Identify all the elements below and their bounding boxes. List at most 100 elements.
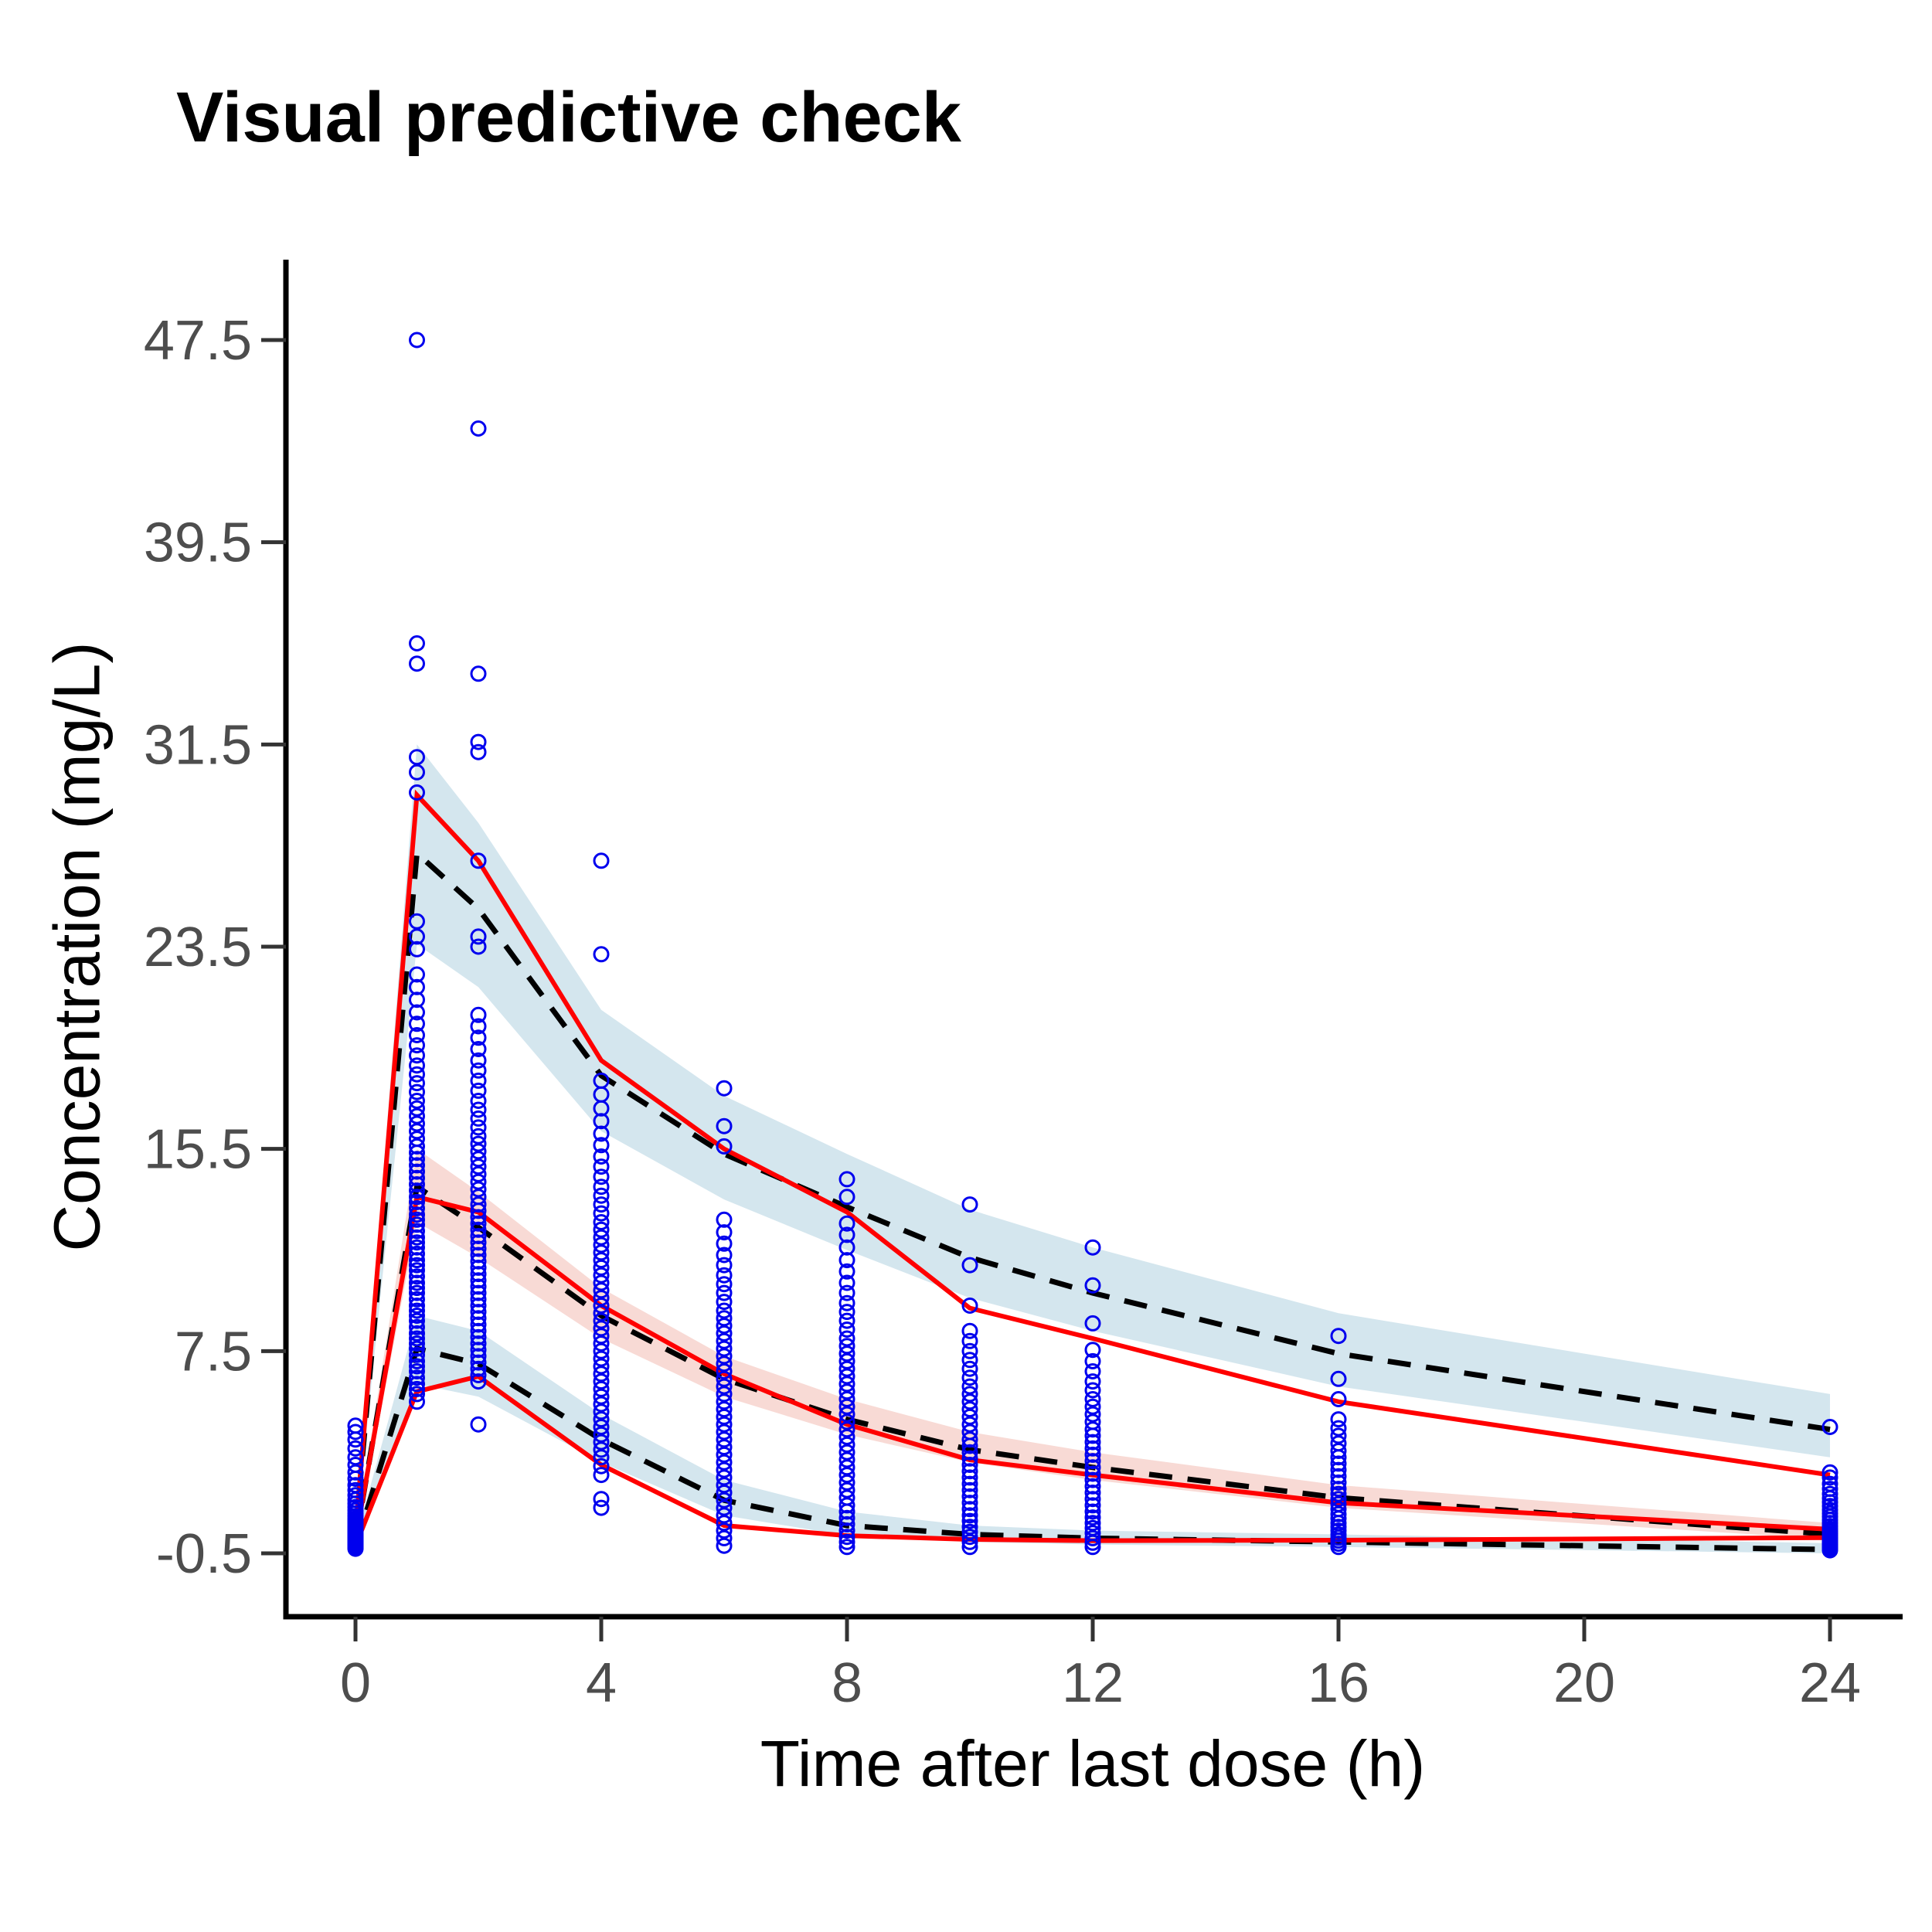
- data-point: [838, 1474, 855, 1491]
- data-point: [961, 1401, 978, 1418]
- data-point: [716, 1224, 733, 1241]
- data-point: [716, 1310, 733, 1327]
- data-point: [593, 1304, 610, 1321]
- data-point: [470, 1110, 487, 1127]
- data-point: [470, 1240, 487, 1257]
- data-point: [470, 1354, 487, 1371]
- data-point: [716, 1454, 733, 1471]
- data-point: [470, 1006, 487, 1023]
- data-point: [347, 1417, 364, 1434]
- data-point: [961, 1322, 978, 1339]
- x-tick-label: 20: [1553, 1652, 1615, 1714]
- data-point: [409, 1229, 425, 1246]
- data-point: [961, 1332, 978, 1349]
- data-point: [409, 1216, 425, 1233]
- data-point: [716, 1370, 733, 1387]
- data-point: [961, 1416, 978, 1433]
- data-point: [838, 1294, 855, 1311]
- data-point: [838, 1522, 855, 1539]
- data-point: [838, 1529, 855, 1546]
- data-point: [409, 1066, 425, 1083]
- data-point: [470, 1304, 487, 1321]
- data-point: [838, 1189, 855, 1206]
- data-point: [593, 1236, 610, 1253]
- data-point: [838, 1360, 855, 1377]
- data-point: [1330, 1443, 1347, 1459]
- data-point: [409, 1189, 425, 1206]
- data-point: [961, 1507, 978, 1524]
- data-point: [470, 1215, 487, 1232]
- data-point: [1330, 1420, 1347, 1437]
- data-point: [409, 1163, 425, 1180]
- data-point: [716, 1257, 733, 1274]
- data-point: [716, 1302, 733, 1319]
- x-tick-label: 4: [586, 1652, 617, 1714]
- data-point: [961, 1450, 978, 1467]
- x-tick-label: 24: [1799, 1652, 1861, 1714]
- data-point: [838, 1263, 855, 1280]
- data-point: [593, 1350, 610, 1367]
- data-point: [409, 1325, 425, 1342]
- data-point: [470, 1316, 487, 1333]
- data-point: [1084, 1446, 1101, 1463]
- data-point: [409, 1223, 425, 1240]
- data-point: [1084, 1529, 1101, 1546]
- data-point: [470, 1278, 487, 1295]
- data-point: [838, 1252, 855, 1269]
- data-point: [961, 1495, 978, 1512]
- data-point: [593, 1467, 610, 1484]
- data-point: [470, 1342, 487, 1359]
- data-point: [1330, 1370, 1347, 1387]
- x-tick-label: 0: [340, 1652, 371, 1714]
- data-point: [716, 1461, 733, 1478]
- data-point: [409, 1057, 425, 1074]
- data-point: [409, 1123, 425, 1140]
- y-tick-label: 7.5: [175, 1321, 252, 1383]
- data-point: [593, 1187, 610, 1204]
- data-point: [838, 1312, 855, 1329]
- data-point: [593, 1366, 610, 1383]
- data-point: [1084, 1363, 1101, 1379]
- data-point: [470, 1018, 487, 1035]
- data-point: [470, 1253, 487, 1270]
- data-point: [838, 1345, 855, 1362]
- data-point: [1330, 1481, 1347, 1498]
- data-point: [961, 1519, 978, 1536]
- data-point: [1084, 1453, 1101, 1470]
- data-point: [409, 1169, 425, 1186]
- data-point: [593, 1388, 610, 1405]
- y-tick-label: 47.5: [144, 310, 252, 372]
- data-point: [716, 1522, 733, 1539]
- data-point: [838, 1509, 855, 1526]
- data-point: [593, 1396, 610, 1413]
- data-point: [1084, 1277, 1101, 1294]
- data-point: [838, 1421, 855, 1438]
- data-point: [1084, 1239, 1101, 1256]
- data-point: [470, 1151, 487, 1168]
- simulated-p95-line: [352, 847, 1831, 1534]
- data-point: [1084, 1503, 1101, 1520]
- data-point: [1084, 1459, 1101, 1476]
- data-point: [1330, 1461, 1347, 1478]
- y-tick-label: 15.5: [144, 1119, 252, 1181]
- data-point: [838, 1451, 855, 1468]
- observed-p50-line: [353, 1194, 1831, 1540]
- data-point: [593, 1298, 610, 1314]
- data-point: [593, 1373, 610, 1390]
- data-point: [838, 1226, 855, 1243]
- data-point: [838, 1338, 855, 1355]
- x-tick-label: 12: [1062, 1652, 1124, 1714]
- data-point: [1084, 1342, 1101, 1359]
- data-point: [470, 1360, 487, 1377]
- observed-p95-line: [353, 789, 1831, 1534]
- x-axis-label: Time after last dose (h): [760, 1727, 1426, 1800]
- data-point: [961, 1342, 978, 1359]
- data-point: [470, 1228, 487, 1244]
- data-point: [716, 1235, 733, 1252]
- observation-points: [347, 332, 1838, 1559]
- data-point: [409, 1284, 425, 1301]
- data-point: [961, 1529, 978, 1546]
- data-point: [593, 1491, 610, 1508]
- data-point: [961, 1488, 978, 1505]
- data-point: [593, 1499, 610, 1516]
